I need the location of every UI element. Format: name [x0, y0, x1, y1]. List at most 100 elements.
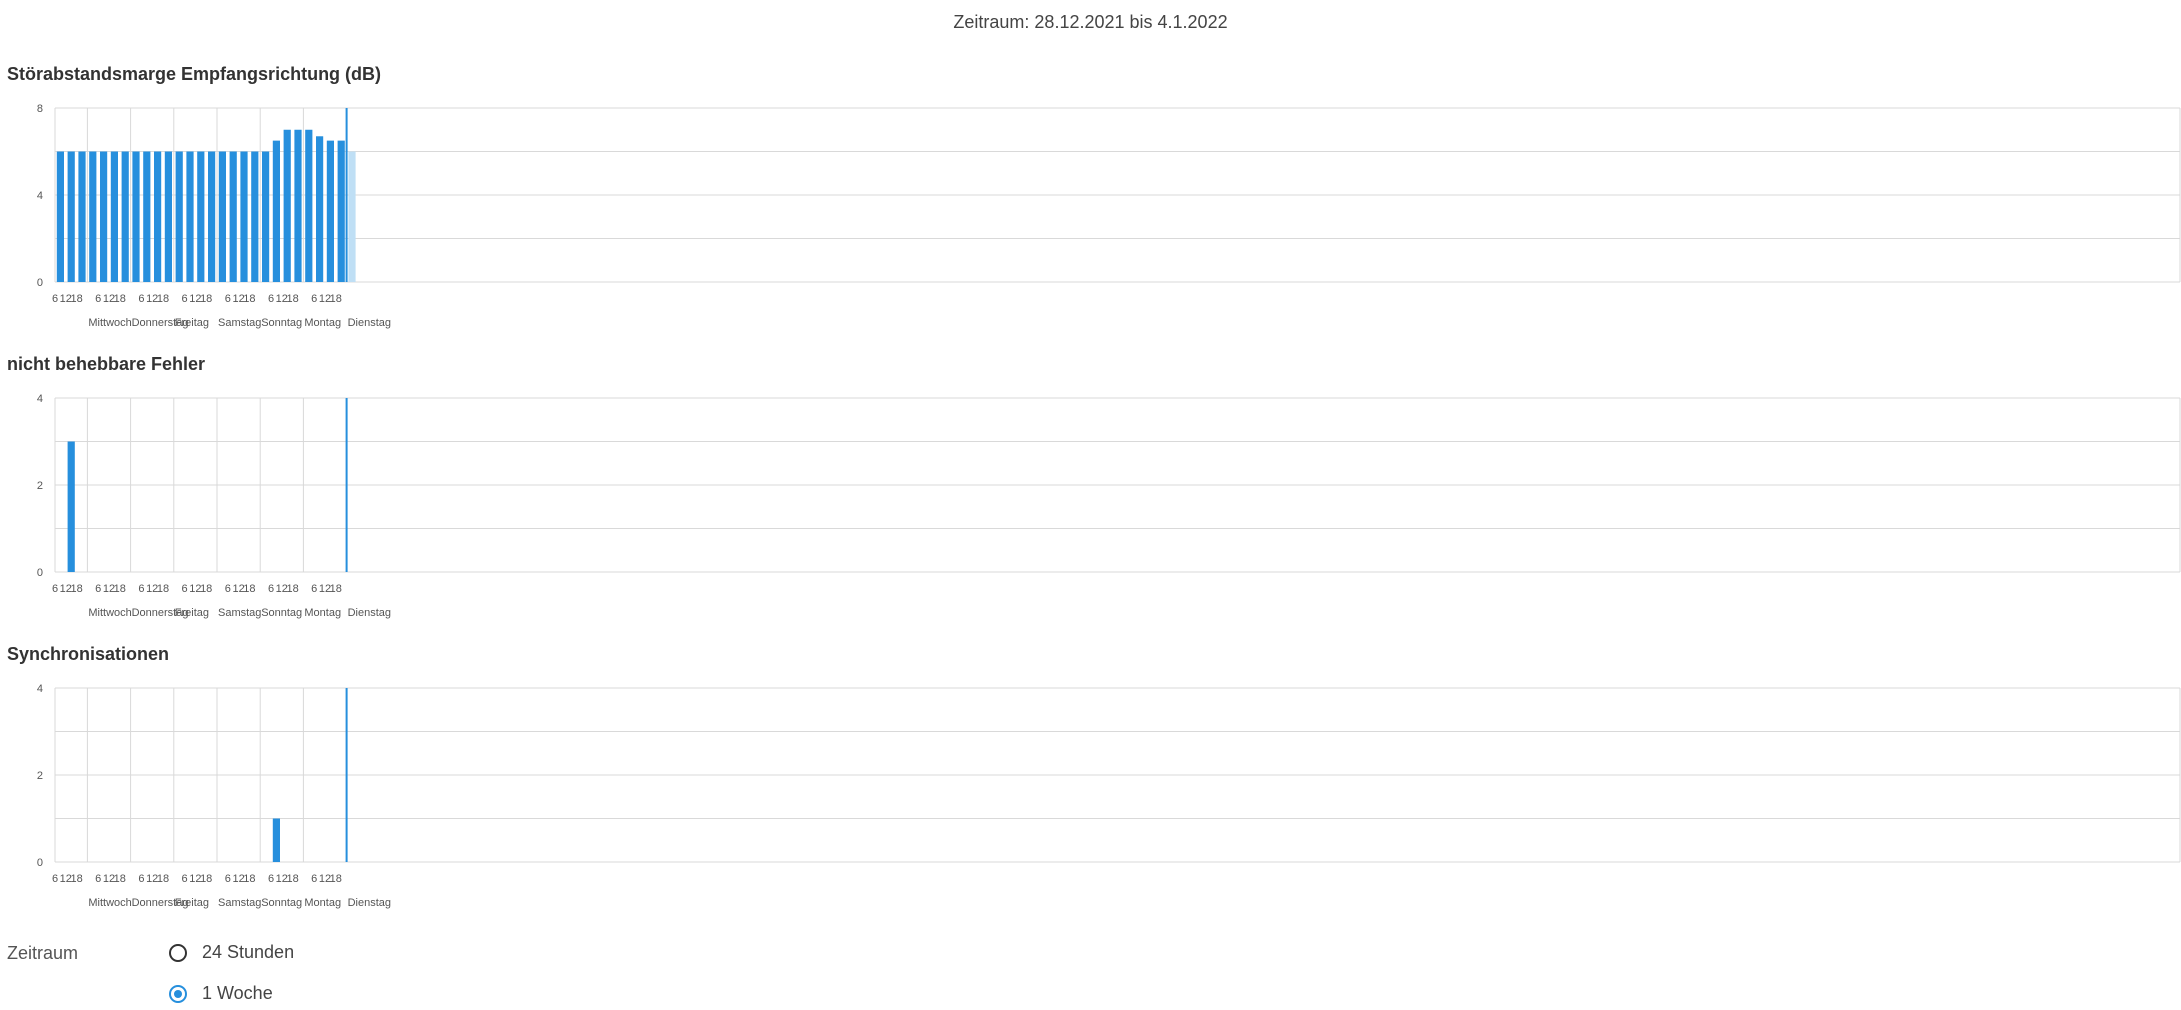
bar: [305, 129, 313, 282]
y-tick-label: 4: [37, 393, 43, 405]
bar: [240, 151, 248, 282]
bar: [337, 140, 345, 282]
x-day-label: Donnerstag: [132, 897, 189, 909]
x-day-label: Montag: [304, 607, 341, 619]
x-hour-tick-label: 12: [60, 873, 72, 885]
x-hour-tick-label: 18: [157, 293, 169, 305]
x-hour-tick-label: 18: [157, 873, 169, 885]
x-day-label: Sonntag: [261, 317, 302, 329]
x-hour-tick-label: 18: [243, 583, 255, 595]
x-day-label: Mittwoch: [88, 317, 131, 329]
x-hour-tick-label: 6: [311, 293, 317, 305]
bar: [132, 151, 140, 282]
x-hour-tick-label: 6: [52, 293, 58, 305]
bar: [154, 151, 162, 282]
x-hour-tick-label: 18: [200, 873, 212, 885]
radio-24h[interactable]: [169, 943, 187, 962]
x-hour-tick-label: 6: [182, 583, 188, 595]
x-hour-tick-label: 12: [319, 873, 331, 885]
x-day-label: Samstag: [218, 317, 261, 329]
chart-title-sync: Synchronisationen: [7, 644, 170, 664]
x-hour-tick-label: 6: [138, 293, 144, 305]
period-option-24h-label[interactable]: 24 Stunden: [202, 942, 295, 962]
period-title: Zeitraum: 28.12.2021 bis 4.1.2022: [953, 12, 1228, 32]
x-hour-tick-label: 18: [114, 583, 126, 595]
x-hour-tick-label: 12: [146, 873, 158, 885]
x-hour-tick-label: 18: [243, 293, 255, 305]
period-option-1week-label[interactable]: 1 Woche: [202, 983, 273, 1003]
x-day-label: Samstag: [218, 897, 261, 909]
x-hour-tick-label: 18: [70, 583, 82, 595]
x-day-label: Freitag: [175, 607, 209, 619]
bar: [67, 441, 75, 572]
x-hour-tick-label: 6: [52, 873, 58, 885]
x-hour-tick-label: 12: [276, 293, 288, 305]
period-option-1week[interactable]: 1 Woche: [169, 983, 273, 1004]
x-hour-tick-label: 12: [189, 583, 201, 595]
x-hour-tick-label: 18: [200, 293, 212, 305]
x-hour-tick-label: 18: [114, 293, 126, 305]
radio-1week[interactable]: [169, 984, 187, 1003]
x-hour-tick-label: 18: [114, 873, 126, 885]
bar: [197, 151, 205, 282]
y-tick-label: 2: [37, 480, 43, 492]
bar: [78, 151, 86, 282]
x-hour-tick-label: 12: [189, 873, 201, 885]
x-hour-tick-label: 12: [319, 583, 331, 595]
y-tick-label: 8: [37, 103, 43, 115]
period-label: Zeitraum: [7, 943, 79, 963]
x-day-label: Sonntag: [261, 897, 302, 909]
x-day-label: Freitag: [175, 317, 209, 329]
x-hour-tick-label: 12: [146, 583, 158, 595]
bar: [143, 151, 151, 282]
x-hour-tick-label: 6: [182, 873, 188, 885]
x-hour-tick-label: 12: [60, 583, 72, 595]
x-hour-tick-label: 6: [182, 293, 188, 305]
x-hour-tick-label: 18: [286, 873, 298, 885]
x-day-label: Samstag: [218, 607, 261, 619]
x-hour-tick-label: 18: [330, 873, 342, 885]
y-tick-label: 0: [37, 567, 43, 579]
bar: [100, 151, 108, 282]
x-hour-tick-label: 6: [311, 873, 317, 885]
x-hour-tick-label: 18: [200, 583, 212, 595]
bar: [89, 151, 97, 282]
x-day-label: Montag: [304, 317, 341, 329]
y-tick-label: 4: [37, 683, 43, 695]
bar: [67, 151, 75, 282]
x-hour-tick-label: 6: [225, 873, 231, 885]
x-hour-tick-label: 18: [157, 583, 169, 595]
x-hour-tick-label: 6: [52, 583, 58, 595]
x-day-label: Freitag: [175, 897, 209, 909]
x-hour-tick-label: 12: [232, 583, 244, 595]
bar: [326, 140, 334, 282]
bar: [175, 151, 183, 282]
x-day-label: Donnerstag: [132, 317, 189, 329]
x-hour-tick-label: 6: [95, 583, 101, 595]
x-hour-tick-label: 12: [103, 293, 115, 305]
x-hour-tick-label: 18: [286, 583, 298, 595]
x-hour-tick-label: 6: [225, 293, 231, 305]
period-option-24h[interactable]: 24 Stunden: [169, 942, 294, 963]
bar: [283, 129, 291, 282]
bar: [272, 140, 280, 282]
x-hour-tick-label: 6: [225, 583, 231, 595]
x-day-label: Montag: [304, 897, 341, 909]
period-selector: Zeitraum 24 Stunden 1 Woche: [7, 938, 607, 1008]
bar: [110, 151, 118, 282]
x-hour-tick-label: 6: [138, 583, 144, 595]
x-hour-tick-label: 18: [330, 293, 342, 305]
x-hour-tick-label: 12: [189, 293, 201, 305]
x-hour-tick-label: 6: [95, 873, 101, 885]
x-hour-tick-label: 12: [60, 293, 72, 305]
bar: [121, 151, 129, 282]
x-day-label: Mittwoch: [88, 897, 131, 909]
bar: [316, 136, 324, 282]
bar: [218, 151, 226, 282]
x-hour-tick-label: 12: [276, 583, 288, 595]
bar: [208, 151, 216, 282]
x-hour-tick-label: 12: [319, 293, 331, 305]
bar: [164, 151, 172, 282]
